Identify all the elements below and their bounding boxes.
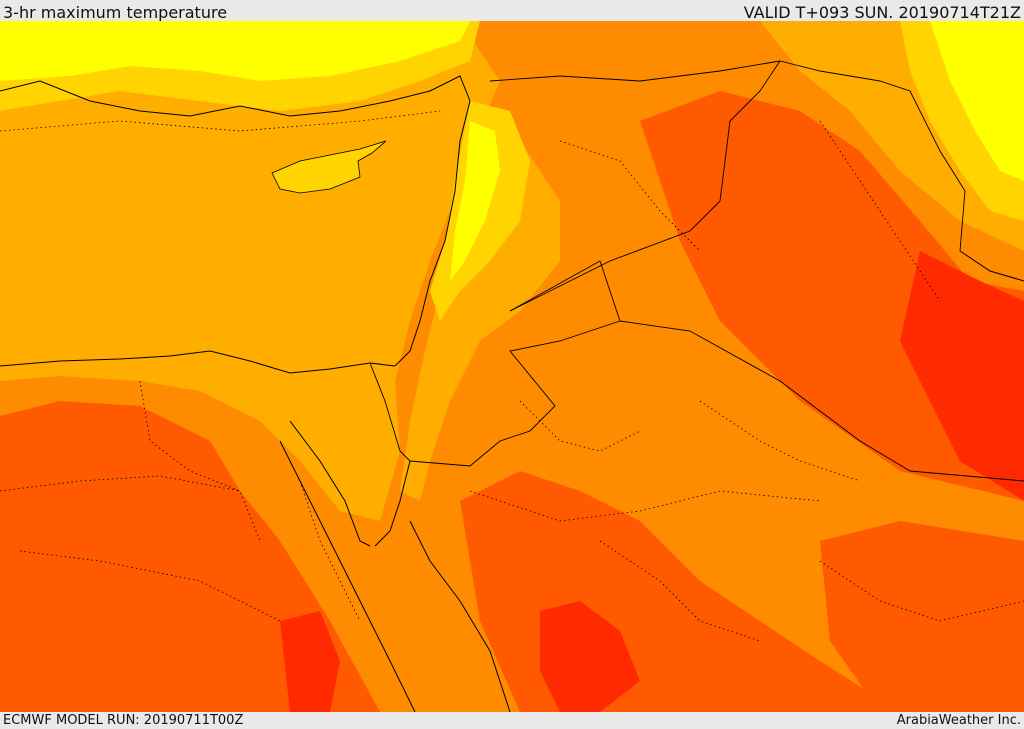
border-egypt-israel bbox=[369, 362, 411, 462]
border-iran-iraq bbox=[779, 60, 966, 252]
coast-red-sea-west bbox=[279, 440, 416, 712]
border-turkey-syria bbox=[489, 60, 781, 82]
credit-text: ArabiaWeather Inc. bbox=[896, 713, 1021, 728]
map-canvas bbox=[0, 21, 1024, 712]
border-iraq-saudi bbox=[619, 320, 1024, 482]
coastlines bbox=[0, 75, 1024, 712]
field-warm-levant-band bbox=[400, 131, 560, 501]
field-extreme-sw bbox=[280, 611, 340, 712]
field-very-hot-se bbox=[820, 521, 1024, 712]
coast-gulf-suez bbox=[289, 420, 371, 547]
valid-time: VALID T+093 SUN. 20190714T21Z bbox=[743, 3, 1021, 22]
field-cool-turkey bbox=[0, 21, 470, 81]
field-cool-ne bbox=[930, 21, 1024, 181]
cyprus-island bbox=[271, 140, 387, 194]
province-borders bbox=[0, 110, 1024, 642]
coast-egypt-north bbox=[0, 350, 396, 374]
coast-turkey-south bbox=[0, 75, 471, 117]
map-title: 3-hr maximum temperature bbox=[3, 3, 228, 22]
country-borders bbox=[369, 60, 1024, 482]
field-very-hot-iraq bbox=[640, 91, 1024, 501]
border-syria-iraq bbox=[509, 60, 781, 312]
field-extreme-gulf bbox=[900, 251, 1024, 501]
field-cool-levant bbox=[450, 121, 500, 281]
coast-persian-gulf bbox=[959, 250, 1024, 282]
footer-bar: ECMWF MODEL RUN: 20190711T00Z ArabiaWeat… bbox=[0, 712, 1024, 729]
coast-gulf-aqaba bbox=[374, 460, 411, 547]
model-run: ECMWF MODEL RUN: 20190711T00Z bbox=[3, 713, 244, 728]
field-extreme-south bbox=[540, 601, 640, 712]
header-bar: 3-hr maximum temperature VALID T+093 SUN… bbox=[0, 0, 1024, 22]
border-jordan-saudi bbox=[409, 260, 621, 467]
temperature-map[interactable] bbox=[0, 21, 1024, 712]
coast-levant bbox=[394, 100, 471, 367]
coast-red-sea-east bbox=[409, 520, 511, 712]
